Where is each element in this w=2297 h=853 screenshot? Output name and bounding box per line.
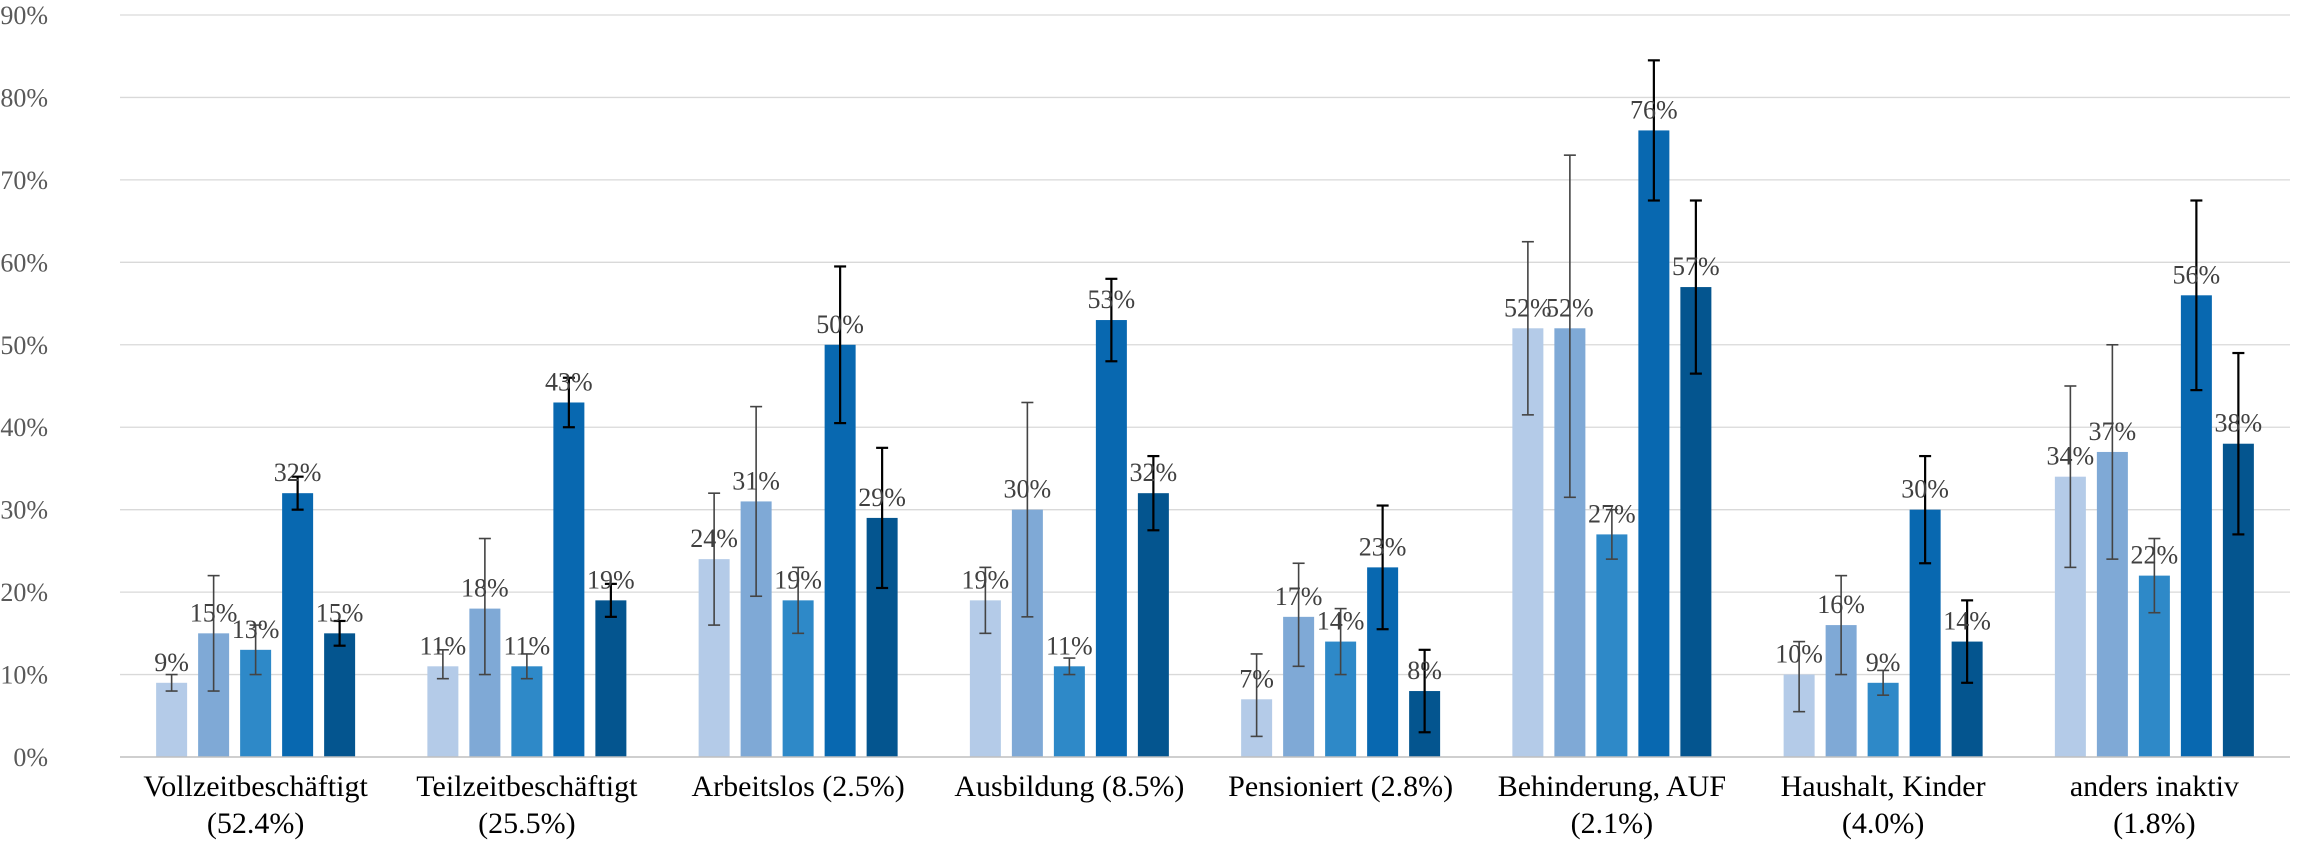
category-label: Pensioniert (2.8%): [1228, 770, 1453, 803]
y-tick-label: 70%: [0, 166, 48, 195]
category-label: (25.5%): [478, 807, 575, 840]
bar: [1137, 493, 1169, 757]
category-label: Ausbildung (8.5%): [954, 770, 1184, 803]
data-label: 11%: [1046, 631, 1093, 660]
data-label: 52%: [1504, 293, 1552, 322]
y-tick-label: 90%: [0, 1, 48, 30]
data-label: 30%: [1004, 475, 1052, 504]
y-tick-label: 0%: [13, 743, 48, 772]
data-label: 57%: [1672, 252, 1720, 281]
data-label: 17%: [1275, 582, 1323, 611]
data-label: 52%: [1546, 293, 1594, 322]
category-label: (52.4%): [207, 807, 304, 840]
bars: [156, 130, 2254, 757]
data-label: 18%: [461, 574, 509, 603]
error-bars: [165, 59, 2245, 738]
data-label: 27%: [1588, 499, 1636, 528]
bar: [1596, 534, 1628, 757]
data-label: 23%: [1359, 532, 1407, 561]
category-label: Haushalt, Kinder: [1781, 770, 1986, 803]
data-labels: 9% 11% 24% 19% 7% 52% 10% 34% 15% 18% 31% 30% 17% 52%…: [154, 95, 2262, 693]
data-label: 76%: [1630, 95, 1678, 124]
data-label: 19%: [587, 565, 635, 594]
bar: [156, 682, 188, 757]
bar: [1053, 666, 1085, 757]
y-tick-label: 60%: [0, 248, 48, 277]
y-tick-label: 30%: [0, 496, 48, 525]
data-label: 16%: [1817, 590, 1865, 619]
bar: [553, 402, 585, 757]
bar: [282, 493, 314, 757]
data-label: 32%: [274, 458, 322, 487]
bar: [1095, 320, 1127, 757]
data-label: 24%: [690, 524, 738, 553]
y-tick-label: 10%: [0, 661, 48, 690]
data-label: 8%: [1407, 656, 1442, 685]
y-axis: 0% 10% 20% 30% 40% 50% 60% 70% 80% 90%: [0, 1, 48, 772]
data-label: 50%: [816, 310, 864, 339]
data-label: 7%: [1239, 664, 1274, 693]
category-label: Vollzeitbeschäftigt: [143, 770, 368, 803]
data-label: 19%: [774, 565, 822, 594]
gridlines: [120, 14, 2290, 676]
data-label: 37%: [2089, 417, 2137, 446]
category-label: Arbeitslos (2.5%): [691, 770, 904, 803]
y-tick-label: 80%: [0, 83, 48, 112]
data-label: 11%: [420, 631, 467, 660]
data-label: 53%: [1088, 285, 1136, 314]
data-label: 30%: [1901, 475, 1949, 504]
data-label: 11%: [504, 631, 551, 660]
bar: [324, 633, 356, 757]
category-label: (2.1%): [1571, 807, 1653, 840]
data-label: 19%: [962, 565, 1010, 594]
data-label: 43%: [545, 367, 593, 396]
x-axis: Vollzeitbeschäftigt (52.4%) Teilzeitbeschä…: [120, 756, 2290, 840]
bar: [511, 666, 543, 757]
category-label: (1.8%): [2113, 807, 2195, 840]
data-label: 32%: [1130, 458, 1178, 487]
bar: [1638, 130, 1670, 757]
category-label: (4.0%): [1842, 807, 1924, 840]
data-label: 31%: [732, 466, 780, 495]
y-tick-label: 40%: [0, 413, 48, 442]
y-tick-label: 50%: [0, 331, 48, 360]
data-label: 13%: [232, 615, 280, 644]
y-tick-label: 20%: [0, 578, 48, 607]
category-label: anders inaktiv: [2070, 770, 2239, 803]
data-label: 9%: [154, 648, 189, 677]
data-label: 15%: [316, 598, 364, 627]
bar: [595, 600, 627, 757]
data-label: 29%: [858, 483, 906, 512]
data-label: 9%: [1866, 648, 1901, 677]
data-label: 38%: [2215, 409, 2263, 438]
data-label: 22%: [2131, 541, 2179, 570]
bar: [427, 666, 459, 757]
data-label: 14%: [1317, 607, 1365, 636]
category-label: Teilzeitbeschäftigt: [416, 770, 638, 803]
category-label: Behinderung, AUF: [1498, 770, 1726, 803]
data-label: 34%: [2047, 442, 2095, 471]
data-label: 10%: [1775, 640, 1823, 669]
data-label: 56%: [2173, 260, 2221, 289]
data-label: 14%: [1943, 607, 1991, 636]
data-label: 15%: [190, 598, 238, 627]
